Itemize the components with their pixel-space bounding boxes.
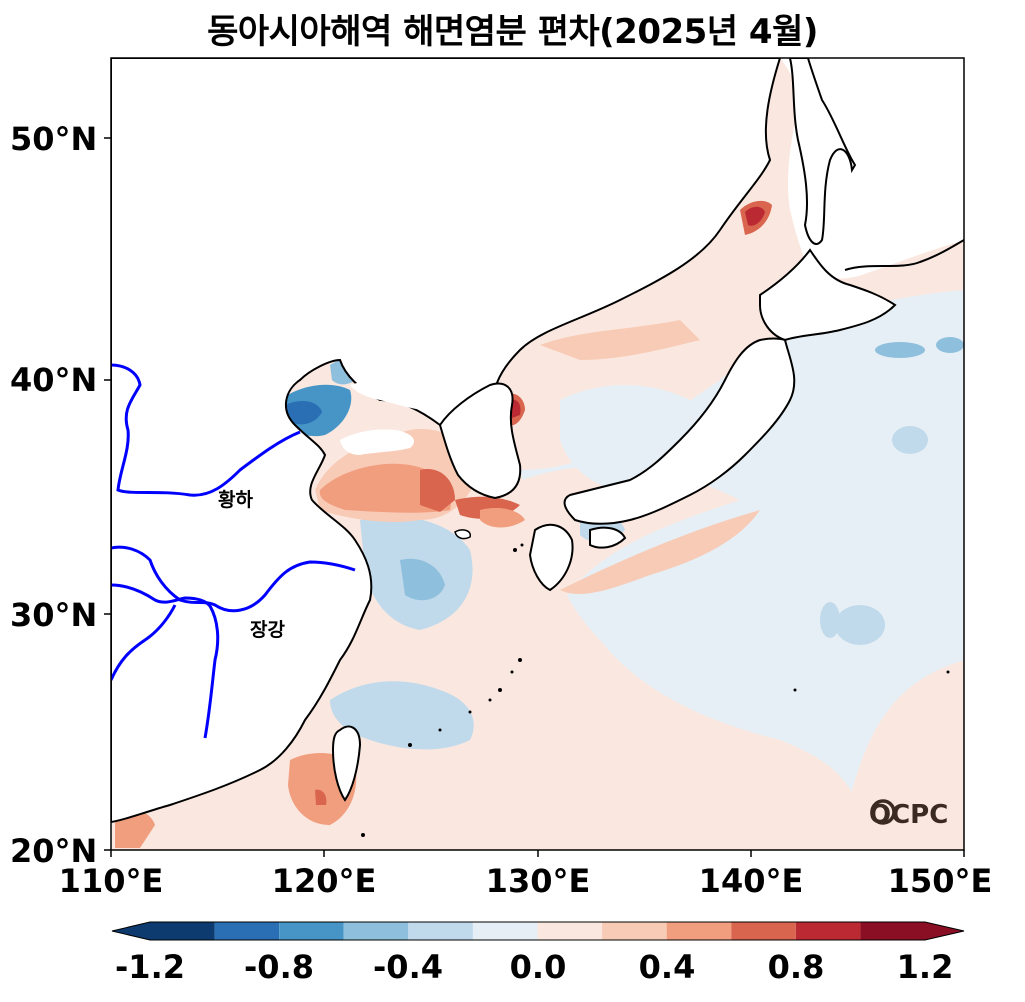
yangtze-tributary — [111, 583, 220, 739]
taiwan-island — [331, 725, 362, 802]
jeju-island — [454, 529, 471, 540]
colorbar-bin — [537, 922, 603, 940]
lon-label-120e: 120°E — [271, 862, 377, 900]
map-title: 동아시아해역 해면염분 편차(2025년 4월) — [207, 12, 818, 52]
colorbar-bin — [602, 922, 667, 940]
colorbar — [111, 921, 965, 941]
colorbar-bin — [795, 922, 861, 940]
yellow-river-label: 황하 — [218, 488, 253, 511]
lon-label-130e: 130°E — [485, 862, 591, 900]
ocpc-logo: OCPC — [869, 799, 948, 830]
ryukyu-islands — [361, 543, 950, 837]
hokkaido-coast-north — [844, 239, 964, 271]
korea-peninsula — [438, 382, 522, 500]
mainland-asia — [111, 58, 782, 824]
colorbar-label: -0.4 — [373, 948, 443, 986]
shandong-peninsula — [340, 429, 415, 455]
lat-label-50n: 50°N — [10, 120, 98, 158]
colorbar-label: 0.0 — [509, 948, 567, 986]
colorbar-bin — [214, 922, 280, 940]
colorbar-extend-min — [112, 922, 150, 940]
kyushu-island — [528, 523, 574, 592]
colorbar-bin — [860, 922, 925, 940]
yangtze-tributary-2 — [111, 604, 177, 681]
colorbar-label: -0.8 — [244, 948, 314, 986]
axis-ticks — [104, 137, 965, 857]
colorbar-bin — [408, 922, 473, 940]
lat-label-40n: 40°N — [10, 361, 98, 399]
yangtze-label: 장강 — [250, 619, 285, 641]
yangtze-river — [111, 545, 356, 613]
liaodong-peninsula — [350, 380, 437, 411]
sakhalin-island — [788, 58, 857, 245]
lat-label-20n: 20°N — [10, 832, 98, 870]
ocpc-logo-text: OCPC — [869, 800, 948, 830]
colorbar-bin — [279, 922, 344, 940]
lon-label-150e: 150°E — [887, 862, 993, 900]
colorbar-label: 1.2 — [896, 948, 954, 986]
colorbar-extend-max — [925, 922, 964, 940]
colorbar-bin — [343, 922, 409, 940]
lon-label-110e: 110°E — [58, 862, 164, 900]
colorbar-bin — [472, 922, 538, 940]
yellow-river — [111, 363, 301, 497]
honshu-island — [563, 337, 796, 525]
salinity-anomaly-field — [111, 58, 964, 850]
shikoku-island — [589, 526, 627, 549]
colorbar-bin — [150, 922, 215, 940]
colorbar-label: -1.2 — [115, 948, 185, 986]
colorbar-bin — [666, 922, 732, 940]
colorbar-label: 0.8 — [767, 948, 825, 986]
colorbar-outline — [111, 921, 965, 941]
colorbar-bin — [731, 922, 796, 940]
lat-label-30n: 30°N — [10, 596, 98, 634]
lon-label-140e: 140°E — [698, 862, 804, 900]
colorbar-label: 0.4 — [638, 948, 696, 986]
